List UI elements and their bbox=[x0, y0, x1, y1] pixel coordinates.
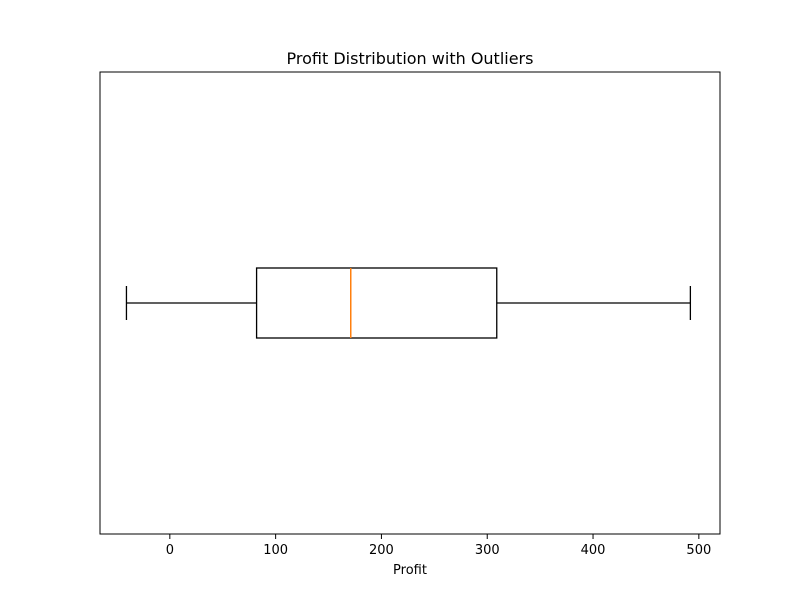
box-plot-marks bbox=[125, 267, 692, 339]
x-tick-label: 500 bbox=[686, 543, 711, 558]
x-tick-label: 400 bbox=[581, 543, 606, 558]
x-axis-ticks: 0 100 200 300 400 500 bbox=[166, 534, 711, 558]
x-tick-label: 200 bbox=[369, 543, 394, 558]
x-axis-label: Profit bbox=[393, 563, 427, 578]
plot-area-frame bbox=[99, 71, 721, 535]
interquartile-box bbox=[255, 267, 498, 339]
chart-title: Profit Distribution with Outliers bbox=[287, 49, 534, 68]
x-tick-label: 300 bbox=[475, 543, 500, 558]
x-tick-label: 100 bbox=[263, 543, 288, 558]
x-tick-label: 0 bbox=[166, 543, 174, 558]
